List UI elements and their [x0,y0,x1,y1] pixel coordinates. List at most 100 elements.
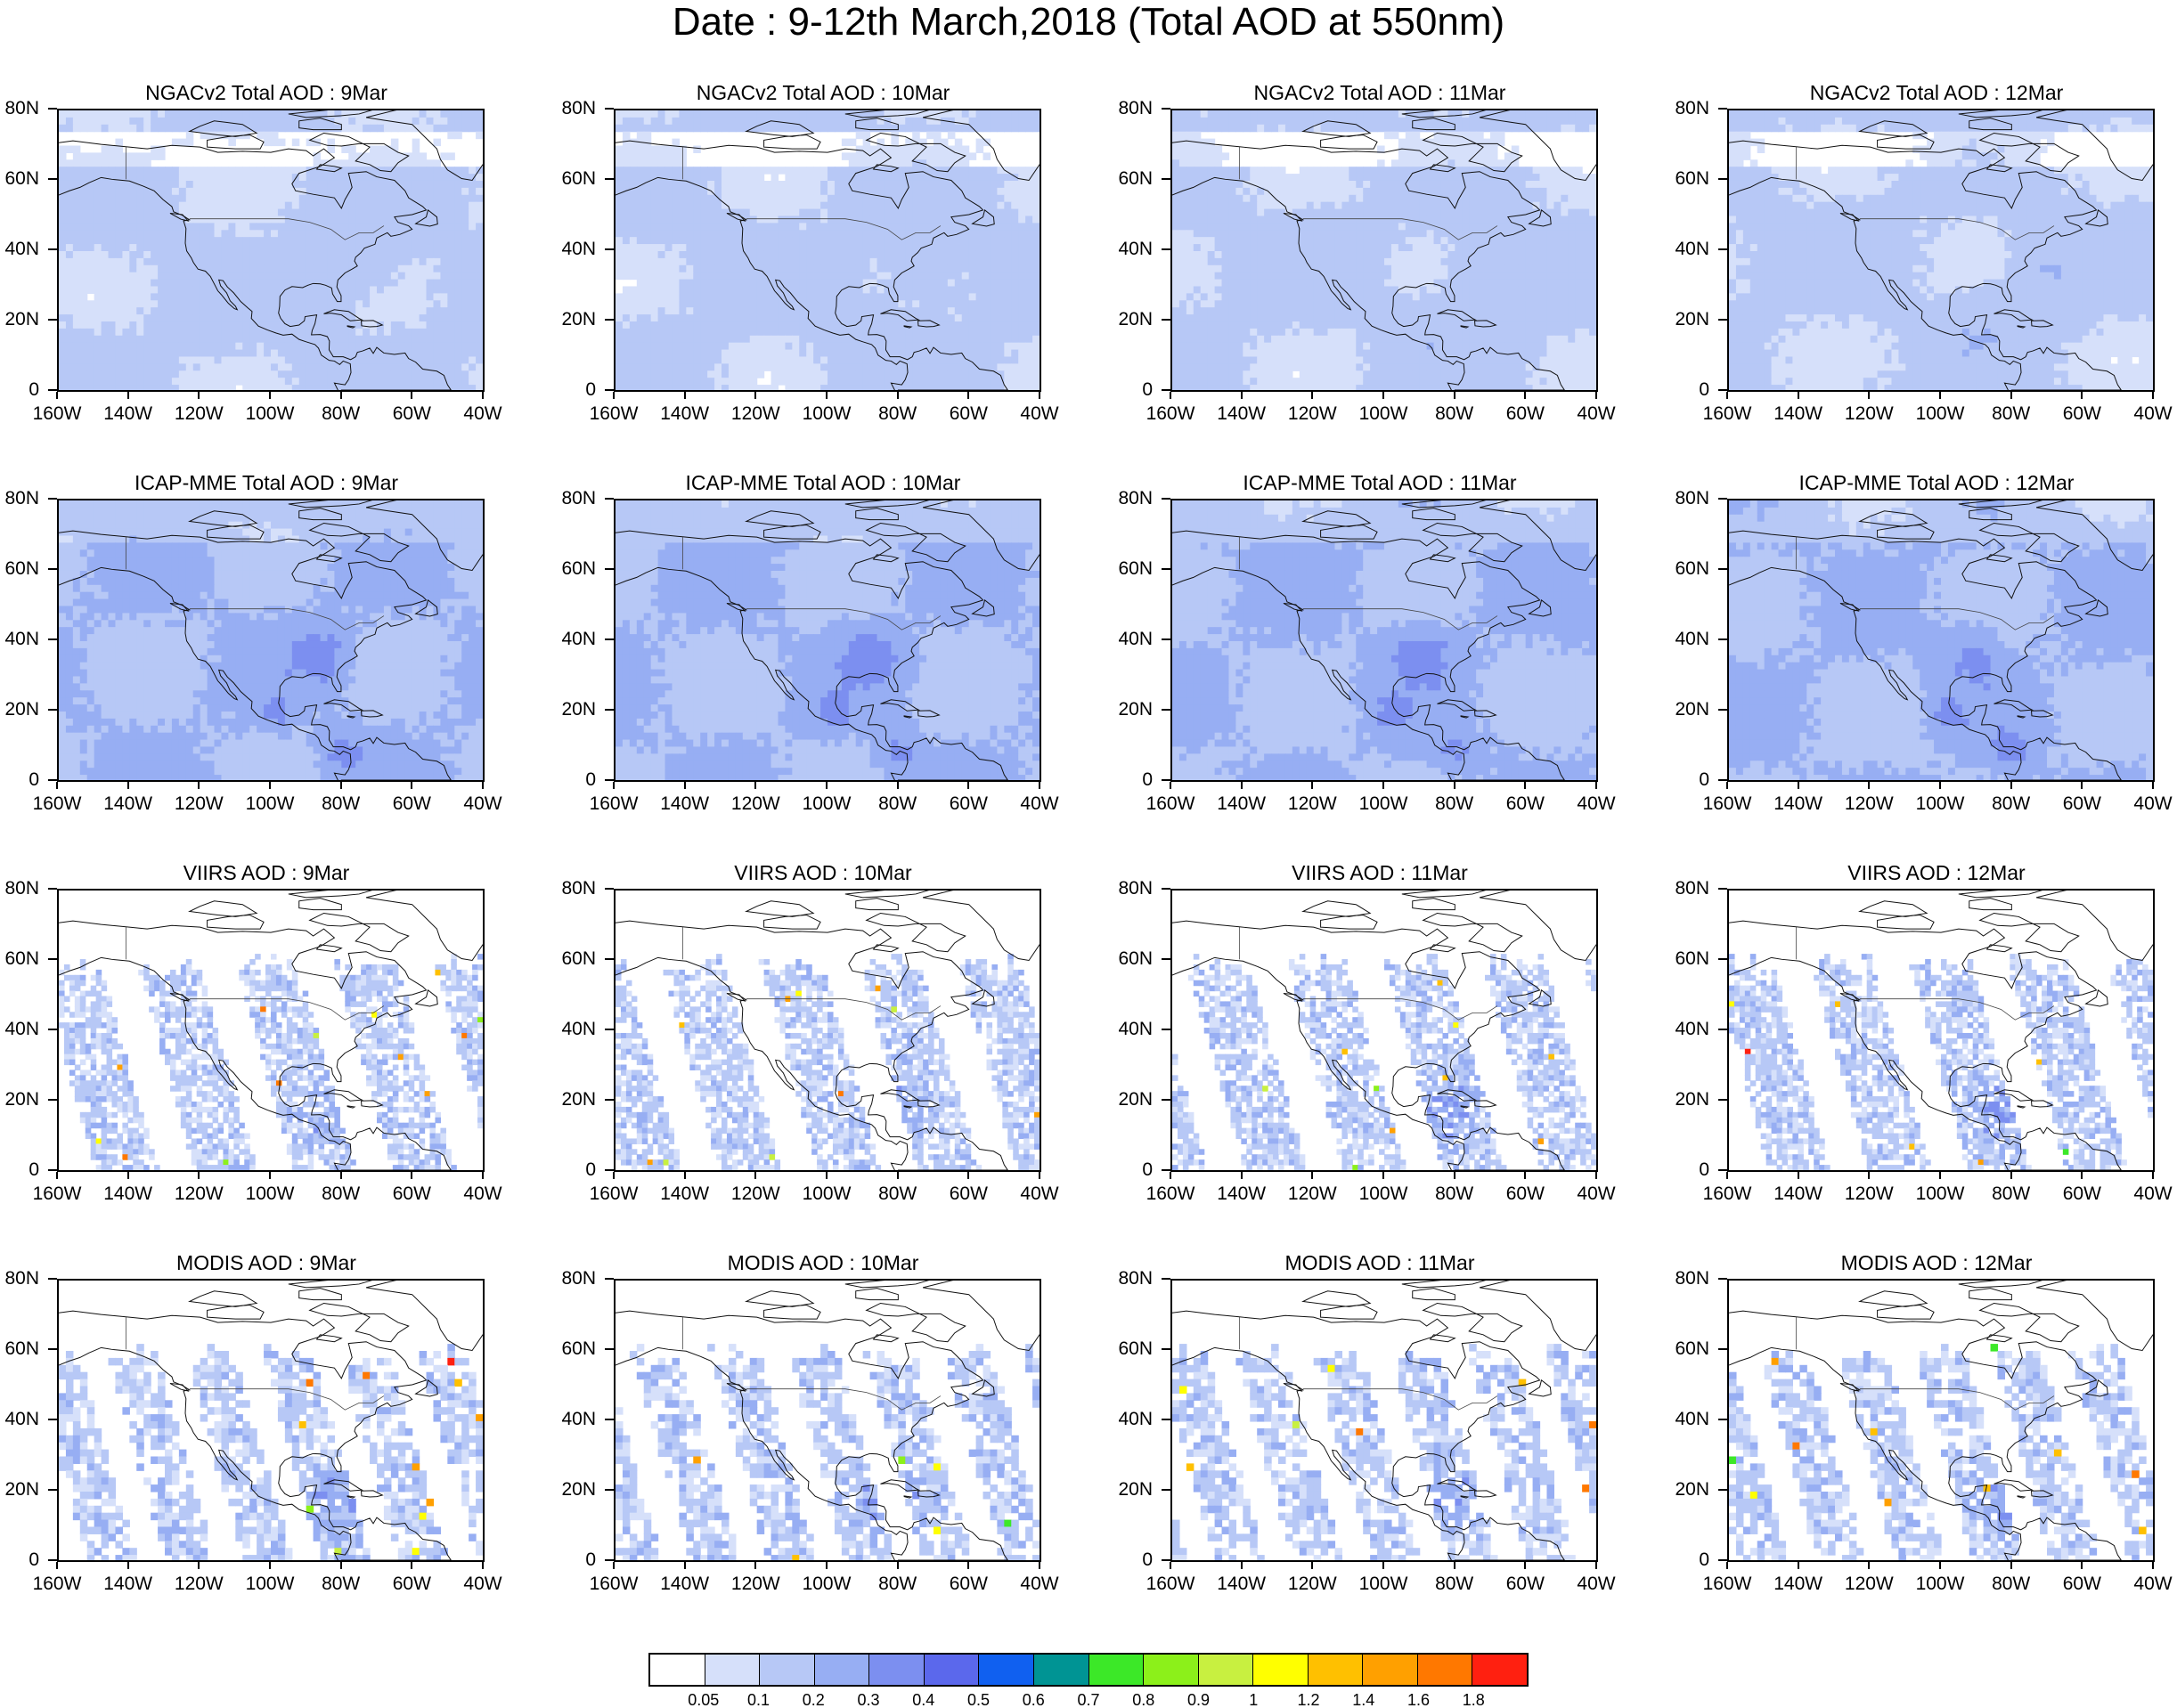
lat-tick-label: 60N [0,559,39,579]
lon-tick-mark [1311,1172,1314,1179]
lon-tick-label: 160W [26,1574,88,1594]
lat-tick-mark [48,1029,57,1030]
lon-tick-mark [1524,782,1527,789]
lat-tick-label: 0 [557,770,596,790]
lat-tick-label: 0 [1113,1160,1153,1180]
coastline [1839,992,1860,1002]
lat-tick-mark [605,178,614,180]
coastline-layer [616,891,1040,1170]
coastline [365,110,483,182]
coastline [1877,1304,1935,1320]
lat-tick-mark [48,319,57,321]
lat-tick-mark [1718,1419,1727,1420]
coastline [1422,912,1523,953]
coastline [2031,1100,2054,1108]
coastline [2031,710,2054,718]
coastline [169,602,190,612]
coastline [1528,989,1552,1007]
lat-tick-label: 40N [0,630,39,649]
map-panel: VIIRS AOD : 11Mar 80N 60N 40N 20N 0 160W 140W 12… [1113,860,1615,1225]
coastline [865,132,966,173]
lat-tick-label: 40N [1670,630,1709,649]
lon-tick-mark [1382,782,1384,789]
coastline [169,212,190,222]
lon-tick-mark [967,392,970,399]
map-frame [1170,499,1598,782]
lon-tick-label: 140W [1211,404,1273,424]
lon-tick-label: 40W [2122,794,2177,814]
coastline [1422,522,1523,563]
coastline [971,1379,995,1397]
coastline [1283,1382,1303,1392]
lon-tick-mark [1726,782,1728,789]
lon-tick-label: 160W [1139,1184,1202,1204]
lat-tick-mark [48,108,57,110]
lat-tick-mark [605,319,614,321]
lon-tick-label: 100W [1352,1184,1415,1204]
lat-tick-label: 80N [1113,1269,1153,1289]
coastline [1858,1290,1928,1307]
lon-tick-label: 160W [583,794,645,814]
aod-field [1172,110,1596,390]
panel-title: ICAP-MME Total AOD : 12Mar [1720,470,2153,495]
coastline [922,110,1040,182]
lon-tick-mark [1453,392,1455,399]
lon-tick-mark [967,1172,970,1179]
border-us-canada [746,608,942,630]
coastline [1978,912,2080,953]
colorbar-swatch [814,1655,870,1685]
figure-title: Date : 9-12th March,2018 (Total AOD at 5… [0,0,2177,45]
map-frame [1170,109,1598,392]
lat-tick-mark [1162,779,1170,781]
lon-tick-label: 120W [167,404,230,424]
coastline-layer [1172,1281,1596,1560]
lon-tick-mark [1797,1562,1799,1569]
lon-tick-label: 100W [795,1184,858,1204]
lon-tick-mark [1868,782,1871,789]
map-frame [57,109,485,392]
coastline [323,1089,364,1102]
panel-title: VIIRS AOD : 9Mar [50,860,483,885]
aod-map [1172,891,1596,1170]
coastline [880,1089,921,1102]
coastline [2031,1490,2054,1498]
lon-tick-label: 160W [1139,1574,1202,1594]
panel-title: VIIRS AOD : 12Mar [1720,860,2153,885]
lon-tick-label: 140W [1211,1574,1273,1594]
lat-tick-label: 20N [1113,310,1153,329]
lat-tick-label: 0 [557,1160,596,1180]
coastline [361,710,384,718]
aod-map [1729,1281,2153,1560]
lon-tick-mark [339,1172,342,1179]
lon-tick-mark [126,1562,129,1569]
panel-title: VIIRS AOD : 11Mar [1163,860,1596,885]
lon-tick-mark [1868,392,1871,399]
lon-tick-label: 100W [1352,1574,1415,1594]
coastline [207,134,265,150]
coastline [308,1302,410,1343]
lat-tick-label: 0 [1670,1160,1709,1180]
panel-title: VIIRS AOD : 10Mar [607,860,1040,885]
coastline [726,1382,746,1392]
lon-tick-mark [1726,1562,1728,1569]
lon-tick-label: 120W [1838,404,1900,424]
coastline [347,1495,356,1499]
lat-tick-mark [1718,1278,1727,1280]
colorbar-swatch [924,1655,980,1685]
coastline [1994,699,2034,712]
lat-tick-label: 60N [0,949,39,969]
lon-tick-mark [613,1172,615,1179]
coastline-layer [1729,500,2153,780]
lon-tick-mark [683,1562,686,1569]
lat-tick-label: 40N [1113,630,1153,649]
lat-tick-label: 40N [557,1410,596,1429]
coastline [1958,1281,2043,1289]
border-us-canada [746,218,942,240]
coastline [288,110,373,118]
lon-tick-label: 40W [1008,794,1071,814]
lon-tick-label: 160W [583,404,645,424]
lon-tick-label: 140W [654,1574,716,1594]
lon-tick-mark [269,1172,271,1179]
lon-tick-label: 100W [239,1574,301,1594]
coastline [1994,1479,2034,1492]
